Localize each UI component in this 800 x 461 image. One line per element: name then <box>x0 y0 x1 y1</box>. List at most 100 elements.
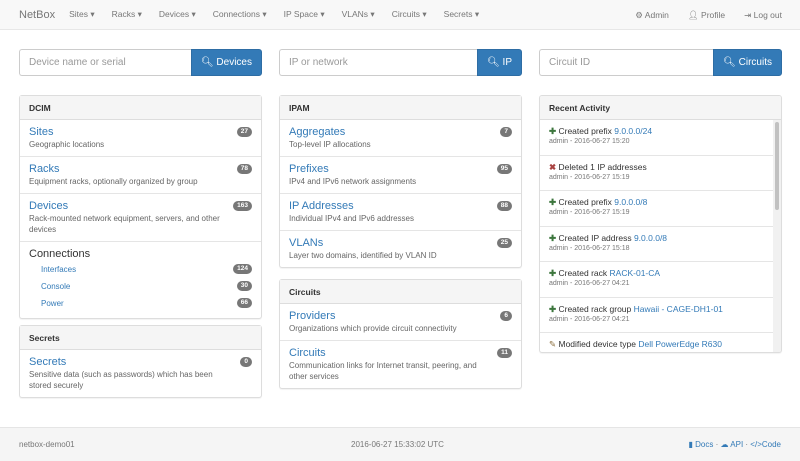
count-badge: 163 <box>233 201 252 211</box>
activity-text: Deleted 1 IP addresses <box>558 161 647 172</box>
activity-text: Created rack <box>558 268 608 278</box>
scrollbar-thumb[interactable] <box>775 122 779 210</box>
circuit-search-input[interactable] <box>539 49 714 76</box>
ipam-panel: IPAM Aggregates 7 Top-level IP allocations… <box>279 95 522 268</box>
count-badge: 88 <box>496 201 512 211</box>
panel-heading: DCIM <box>20 96 261 120</box>
code-link[interactable]: </>Code <box>750 440 781 449</box>
console-link[interactable]: Console <box>41 282 71 291</box>
console-row: Console 30 <box>29 278 252 295</box>
device-search-input[interactable] <box>19 49 191 76</box>
devices-link[interactable]: Devices <box>29 200 69 212</box>
device-search-button[interactable]: 🔍︎ Devices <box>190 49 262 76</box>
count-badge: 6 <box>500 311 512 321</box>
activity-link[interactable]: Dell PowerEdge R630 <box>638 339 722 349</box>
activity-text: Created IP address <box>558 232 632 243</box>
prefixes-link[interactable]: Prefixes <box>289 163 329 175</box>
activity-item: ✚ Created IP address 9.0.0.0/8 admin - 20… <box>540 227 773 262</box>
count-badge: 95 <box>496 164 512 174</box>
docs-link[interactable]: ▮ Docs <box>689 440 714 449</box>
list-item: Devices 163 Rack-mounted network equipment… <box>20 194 261 242</box>
activity-text: Created prefix <box>558 126 612 136</box>
search-icon: 🔍︎ <box>200 57 217 68</box>
footer: netbox-demo01 2016-06-27 15:33:02 UTC ▮ … <box>0 427 800 461</box>
activity-meta: admin - 2016-06-27 15:19 <box>549 209 630 216</box>
brand-logo[interactable]: NetBox <box>19 8 56 21</box>
logout-link[interactable]: ⇥ Log out <box>744 10 782 21</box>
activity-link[interactable]: 9.0.0.0/8 <box>633 232 668 243</box>
list-item: Secrets 0 Sensitive data (such as password… <box>20 350 261 397</box>
admin-link[interactable]: ⚙ Admin <box>635 10 669 21</box>
racks-link[interactable]: Racks <box>29 163 60 175</box>
menu-sites[interactable]: Sites ▾ <box>69 9 95 19</box>
ip-search-input[interactable] <box>279 49 478 76</box>
activity-item: ✚ Created rack RACK-01-CA admin - 2016-06… <box>540 262 773 298</box>
activity-link[interactable]: RACK-01-CA <box>609 268 661 278</box>
ip-addresses-link[interactable]: IP Addresses <box>289 200 354 212</box>
menu-connections[interactable]: Connections ▾ <box>212 9 267 19</box>
user-icon: 👤︎ <box>687 9 702 20</box>
item-description: Geographic locations <box>29 140 105 149</box>
logout-icon: ⇥ <box>744 9 754 20</box>
count-badge: 27 <box>236 127 252 137</box>
gear-icon: ⚙ <box>635 9 645 20</box>
list-item: Providers 6 Organizations which provide ci… <box>280 304 521 341</box>
item-description: Individual IPv4 and IPv6 addresses <box>289 214 414 223</box>
ip-search-button[interactable]: 🔍︎ IP <box>477 49 522 76</box>
sites-link[interactable]: Sites <box>29 126 54 138</box>
activity-meta: admin - 2016-06-27 15:19 <box>549 173 630 181</box>
logout-label: Log out <box>753 9 782 20</box>
activity-link[interactable]: 9.0.0.0/24 <box>614 126 653 136</box>
count-badge: 25 <box>496 238 512 248</box>
menu-racks[interactable]: Racks ▾ <box>111 9 142 19</box>
panel-heading: Recent Activity <box>540 96 781 120</box>
scrollbar[interactable] <box>773 120 781 352</box>
item-description: Top-level IP allocations <box>289 140 371 149</box>
menu-ip-space[interactable]: IP Space ▾ <box>283 9 325 19</box>
docs-label: Docs <box>695 440 714 449</box>
interfaces-row: Interfaces 124 <box>29 261 252 278</box>
ip-search: 🔍︎ IP <box>279 49 522 76</box>
item-description: IPv4 and IPv6 network assignments <box>289 177 417 186</box>
activity-item: ✎ Modified device type Dell PowerEdge R6… <box>540 333 773 352</box>
plus-icon: ✚ <box>549 197 559 207</box>
secrets-panel: Secrets Secrets 0 Sensitive data (such as … <box>19 325 262 398</box>
menu-secrets[interactable]: Secrets ▾ <box>443 9 480 19</box>
panel-heading: Secrets <box>20 326 261 350</box>
menu-circuits[interactable]: Circuits ▾ <box>391 9 427 19</box>
item-description: Organizations which provide circuit conn… <box>289 324 457 333</box>
activity-list: ✚ Created prefix 9.0.0.0/24 admin - 2016-… <box>540 120 781 352</box>
code-icon: </> <box>750 440 762 449</box>
circuit-search-button[interactable]: 🔍︎ Circuits <box>713 49 782 76</box>
vlans-link[interactable]: VLANs <box>289 237 324 249</box>
dcim-panel: DCIM Sites 27 Geographic locations Racks 78… <box>19 95 262 319</box>
item-description: Communication links for Internet transit… <box>289 361 477 381</box>
api-link[interactable]: ☁ API <box>721 440 744 449</box>
list-item: VLANs 25 Layer two domains, identified by … <box>280 231 521 267</box>
circuits-link[interactable]: Circuits <box>289 347 326 359</box>
activity-link[interactable]: Hawaii - CAGE-DH1-01 <box>633 303 723 314</box>
server-time: 2016-06-27 15:33:02 UTC <box>351 440 444 449</box>
secrets-link[interactable]: Secrets <box>29 356 67 368</box>
menu-devices[interactable]: Devices ▾ <box>158 9 196 19</box>
activity-link[interactable]: 9.0.0.0/8 <box>614 197 648 207</box>
book-icon: ▮ <box>688 440 696 449</box>
list-item: IP Addresses 88 Individual IPv4 and IPv6 a… <box>280 194 521 231</box>
providers-link[interactable]: Providers <box>289 310 336 322</box>
count-badge: 66 <box>236 298 252 308</box>
power-link[interactable]: Power <box>41 299 64 308</box>
profile-link[interactable]: 👤︎ Profile <box>688 10 725 21</box>
admin-label: Admin <box>644 9 669 20</box>
main-menu: Sites ▾ Racks ▾ Devices ▾ Connections ▾ … <box>69 9 496 20</box>
count-badge: 78 <box>236 164 252 174</box>
menu-vlans[interactable]: VLANs ▾ <box>341 9 375 19</box>
list-item: Sites 27 Geographic locations <box>20 120 261 157</box>
aggregates-link[interactable]: Aggregates <box>289 126 346 138</box>
profile-label: Profile <box>701 9 726 20</box>
interfaces-link[interactable]: Interfaces <box>41 265 77 274</box>
code-label: Code <box>761 440 781 449</box>
connections-heading: Connections <box>29 248 91 260</box>
activity-meta: admin - 2016-06-27 15:20 <box>549 138 630 145</box>
list-item: Racks 78 Equipment racks, optionally organ… <box>20 157 261 194</box>
search-icon: 🔍︎ <box>487 57 503 68</box>
